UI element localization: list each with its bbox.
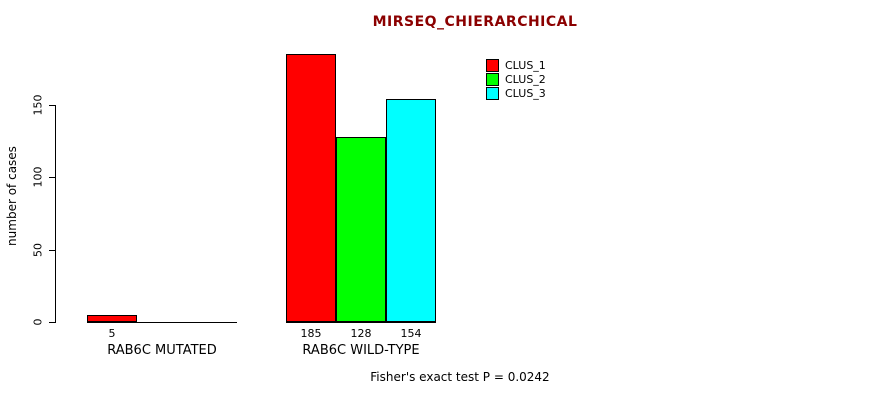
y-tick-mark <box>49 105 55 106</box>
y-axis-line <box>55 105 56 323</box>
annotation-text: Fisher's exact test P = 0.0242 <box>370 370 550 384</box>
legend: CLUS_1 CLUS_2 CLUS_3 <box>486 59 546 101</box>
bar-value-label: 128 <box>350 327 372 340</box>
bar-clus_3 <box>386 99 436 322</box>
y-tick-label: 100 <box>31 166 45 188</box>
legend-item: CLUS_1 <box>486 59 546 72</box>
y-tick-mark <box>49 249 55 251</box>
legend-item: CLUS_2 <box>486 73 546 86</box>
bar-clus_2 <box>336 136 386 322</box>
group-baseline <box>87 322 237 323</box>
chart-title: MIRSEQ_CHIERARCHICAL <box>372 14 578 30</box>
group-baseline <box>286 322 436 323</box>
bar-value-label: 154 <box>400 327 422 340</box>
y-tick-mark <box>49 177 55 179</box>
legend-label: CLUS_3 <box>505 87 546 100</box>
bar-clus_1 <box>286 54 336 322</box>
legend-label: CLUS_2 <box>505 73 546 86</box>
y-tick-mark <box>49 322 55 323</box>
legend-swatch <box>486 73 499 86</box>
legend-swatch <box>486 59 499 72</box>
y-tick-label: 150 <box>31 94 45 116</box>
y-tick-label: 50 <box>31 242 45 257</box>
bar-value-label: 5 <box>108 327 116 340</box>
legend-swatch <box>486 87 499 100</box>
bar-value-label: 185 <box>300 327 322 340</box>
legend-label: CLUS_1 <box>505 59 546 72</box>
y-axis-label: number of cases <box>5 146 19 246</box>
bar-clus_1 <box>87 314 137 322</box>
legend-item: CLUS_3 <box>486 87 546 100</box>
group-label: RAB6C MUTATED <box>107 343 217 358</box>
group-label: RAB6C WILD-TYPE <box>302 343 420 358</box>
y-tick-label: 0 <box>31 318 45 326</box>
